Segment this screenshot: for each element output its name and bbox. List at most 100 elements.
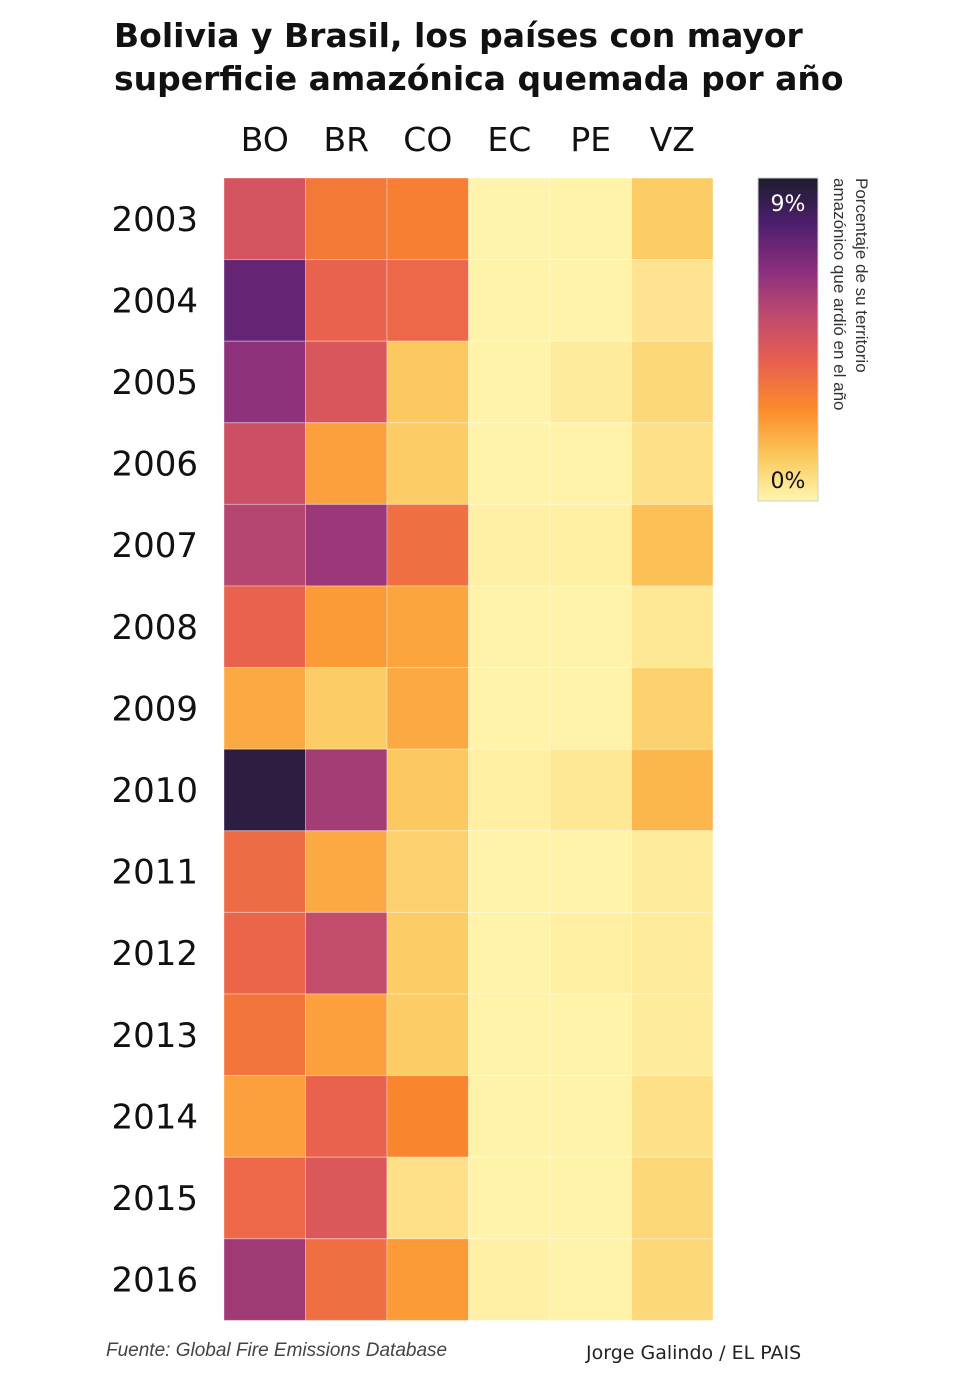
- heatmap-cell-ec-2016: [468, 1238, 551, 1321]
- heatmap-cell-vz-2013: [631, 993, 714, 1077]
- heatmap-cell-bo-2008: [223, 585, 306, 669]
- heatmap-cell-co-2010: [386, 748, 469, 832]
- heatmap-cell-br-2012: [305, 911, 388, 995]
- column-label-co: CO: [403, 120, 452, 159]
- heatmap-cell-br-2007: [305, 503, 388, 587]
- heatmap-cell-ec-2009: [468, 667, 551, 750]
- heatmap-cell-pe-2016: [549, 1238, 632, 1321]
- heatmap-cell-ec-2003: [468, 177, 551, 261]
- heatmap-cell-br-2009: [305, 667, 388, 750]
- heatmap-cell-bo-2010: [223, 748, 306, 832]
- heatmap-cell-bo-2016: [223, 1238, 306, 1321]
- heatmap-cell-ec-2014: [468, 1075, 551, 1158]
- heatmap-cell-bo-2011: [223, 830, 306, 913]
- heatmap-cell-ec-2005: [468, 340, 551, 424]
- row-label-2015: 2015: [111, 1179, 198, 1219]
- heatmap-cell-co-2015: [386, 1156, 469, 1240]
- heatmap-cell-ec-2012: [468, 911, 551, 995]
- heatmap-cell-co-2009: [386, 667, 469, 750]
- row-label-2007: 2007: [111, 526, 198, 566]
- legend-title-line2: amazónico que ardió en el año: [830, 178, 849, 411]
- chart-title: Bolivia y Brasil, los países con mayor s…: [114, 14, 874, 100]
- heatmap-cell-pe-2003: [549, 177, 632, 261]
- heatmap-cell-vz-2004: [631, 259, 714, 342]
- heatmap-cell-br-2011: [305, 830, 388, 913]
- row-label-2004: 2004: [111, 281, 198, 321]
- chart-title-line2: superficie amazónica quemada por año: [114, 59, 844, 98]
- heatmap-cell-pe-2010: [549, 748, 632, 832]
- legend-min-label: 0%: [771, 469, 806, 494]
- heatmap-cell-bo-2012: [223, 911, 306, 995]
- heatmap-cell-br-2014: [305, 1075, 388, 1158]
- color-legend: 9% 0% Porcentaje de su territorio amazón…: [757, 177, 871, 502]
- heatmap-cell-vz-2005: [631, 340, 714, 424]
- column-label-vz: VZ: [650, 120, 695, 159]
- legend-max-label: 9%: [771, 192, 806, 217]
- row-label-2010: 2010: [111, 771, 198, 811]
- heatmap-cell-br-2004: [305, 259, 388, 342]
- heatmap-cell-br-2008: [305, 585, 388, 669]
- row-label-2009: 2009: [111, 689, 198, 729]
- heatmap-cell-co-2006: [386, 422, 469, 505]
- heatmap-cell-br-2015: [305, 1156, 388, 1240]
- row-label-2014: 2014: [111, 1097, 198, 1137]
- heatmap-cell-bo-2009: [223, 667, 306, 750]
- heatmap-cell-br-2005: [305, 340, 388, 424]
- heatmap-cell-pe-2012: [549, 911, 632, 995]
- heatmap-cell-co-2016: [386, 1238, 469, 1321]
- row-label-2012: 2012: [111, 934, 198, 974]
- heatmap-cell-vz-2015: [631, 1156, 714, 1240]
- heatmap-cell-co-2013: [386, 993, 469, 1077]
- heatmap-cell-ec-2004: [468, 259, 551, 342]
- heatmap-cell-co-2004: [386, 259, 469, 342]
- heatmap-cell-pe-2006: [549, 422, 632, 505]
- chart-title-line1: Bolivia y Brasil, los países con mayor: [114, 16, 803, 55]
- heatmap-cell-vz-2012: [631, 911, 714, 995]
- heatmap-cell-bo-2007: [223, 503, 306, 587]
- column-label-bo: BO: [241, 120, 289, 159]
- heatmap-cell-vz-2014: [631, 1075, 714, 1158]
- heatmap-cell-br-2016: [305, 1238, 388, 1321]
- row-label-2008: 2008: [111, 608, 198, 648]
- legend-color-bar: [757, 177, 819, 502]
- heatmap-cell-vz-2008: [631, 585, 714, 669]
- column-label-pe: PE: [570, 120, 611, 159]
- heatmap-cell-bo-2005: [223, 340, 306, 424]
- heatmap-cell-vz-2003: [631, 177, 714, 261]
- heatmap-cell-pe-2015: [549, 1156, 632, 1240]
- heatmap-cell-bo-2014: [223, 1075, 306, 1158]
- heatmap-cell-ec-2015: [468, 1156, 551, 1240]
- heatmap-cell-co-2011: [386, 830, 469, 913]
- column-labels: BO BR CO EC PE VZ: [241, 120, 695, 159]
- heatmap-cell-ec-2011: [468, 830, 551, 913]
- heatmap-cell-vz-2007: [631, 503, 714, 587]
- heatmap-cell-pe-2007: [549, 503, 632, 587]
- heatmap-cell-ec-2010: [468, 748, 551, 832]
- heatmap-cell-bo-2015: [223, 1156, 306, 1240]
- row-label-2016: 2016: [111, 1261, 198, 1301]
- heatmap-cells: [223, 177, 714, 1321]
- heatmap-cell-co-2007: [386, 503, 469, 587]
- heatmap-cell-co-2008: [386, 585, 469, 669]
- heatmap-cell-vz-2016: [631, 1238, 714, 1321]
- column-label-br: BR: [324, 120, 370, 159]
- row-label-2005: 2005: [111, 363, 198, 403]
- heatmap-cell-bo-2003: [223, 177, 306, 261]
- row-label-2006: 2006: [111, 445, 198, 485]
- heatmap-cell-br-2006: [305, 422, 388, 505]
- heatmap-cell-co-2005: [386, 340, 469, 424]
- heatmap-cell-vz-2009: [631, 667, 714, 750]
- source-note: Fuente: Global Fire Emissions Database: [106, 1340, 448, 1361]
- credit-note: Jorge Galindo / EL PAIS: [586, 1342, 802, 1364]
- heatmap-cell-pe-2014: [549, 1075, 632, 1158]
- heatmap-cell-pe-2011: [549, 830, 632, 913]
- heatmap-cell-br-2013: [305, 993, 388, 1077]
- heatmap-cell-pe-2004: [549, 259, 632, 342]
- heatmap-cell-vz-2006: [631, 422, 714, 505]
- heatmap-cell-ec-2006: [468, 422, 551, 505]
- heatmap-cell-bo-2006: [223, 422, 306, 505]
- legend-title-line1: Porcentaje de su territorio: [852, 178, 871, 373]
- heatmap-cell-pe-2008: [549, 585, 632, 669]
- row-label-2011: 2011: [111, 853, 198, 893]
